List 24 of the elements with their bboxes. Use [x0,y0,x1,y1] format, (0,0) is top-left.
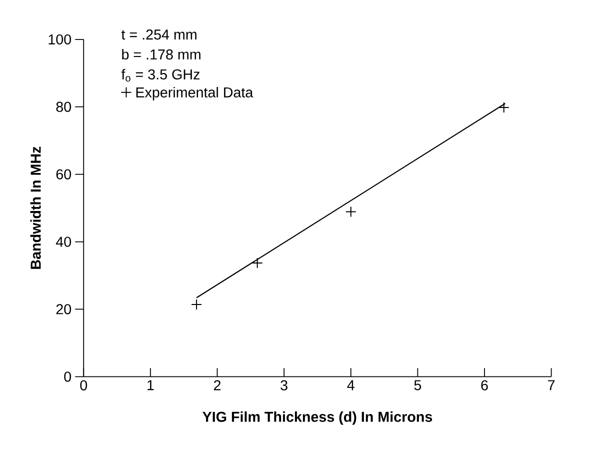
x-tick-label: 4 [347,380,354,390]
x-tick-label: 3 [280,380,288,390]
legend-label: Experimental Data [136,86,254,100]
y-tick-label: 100 [48,34,72,44]
point [345,206,356,218]
y-tick-label: 0 [64,372,72,382]
point [252,258,263,268]
annotation: f$_{o}$ = 3.5 GHz [121,68,200,82]
x-axis-title: YIG Film Thickness (d) In Microns [202,411,432,425]
y-tick-label: 80 [56,102,72,112]
point [191,299,202,310]
point [498,102,510,113]
y-axis-title: Bandwidth In MHz [30,146,41,269]
x-tick-label: 0 [80,380,88,390]
y-tick-label: 40 [56,236,72,247]
x-tick-label: 2 [214,380,221,390]
annotation: t = .254 mm [121,29,196,40]
x-tick-label: 5 [414,380,422,390]
x-tick-label: 1 [148,380,154,390]
x-tick-label: 7 [548,380,555,390]
y-tick-label: 20 [56,304,72,314]
annotation: b = .178 mm [122,49,200,60]
x-tick-label: 6 [481,380,488,390]
y-tick-label: 60 [56,169,72,180]
